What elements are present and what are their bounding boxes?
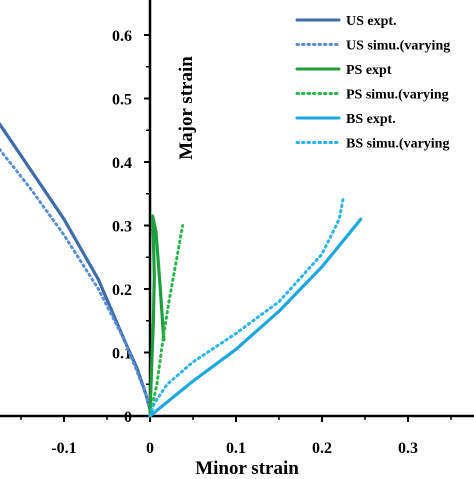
series-layer — [0, 122, 363, 418]
x-tick-label: 0.1 — [226, 440, 246, 457]
legend-label: BS expt. — [346, 112, 396, 127]
series-line-1 — [0, 147, 152, 412]
x-tick-label: 0.2 — [312, 440, 332, 457]
axes-layer: -0.1 0 0.1 0.2 0.300.10.20.30.40.50.6 — [0, 0, 474, 457]
legend-label: PS simu.(varying — [346, 88, 449, 103]
legend-label: PS expt — [346, 63, 392, 78]
y-tick-label: 0.4 — [112, 155, 132, 172]
legend: US expt. US simu.(varying PS expt PS simu.(… — [295, 14, 450, 152]
legend-label: US expt. — [346, 14, 397, 29]
x-tick-label: 0 — [146, 440, 154, 457]
series-line-3 — [148, 224, 185, 418]
y-tick-label: 0.3 — [112, 219, 132, 236]
series-line-2 — [148, 214, 166, 418]
y-tick-label: 0.2 — [112, 282, 132, 299]
y-tick-label: 0 — [124, 409, 132, 426]
y-tick-label: 0.5 — [112, 92, 132, 109]
y-tick-label: 0.6 — [112, 28, 132, 45]
legend-label: US simu.(varying — [346, 39, 450, 54]
series-line-5 — [148, 195, 345, 418]
legend-label: BS simu.(varying — [346, 137, 449, 152]
y-axis-title: Major strain — [176, 56, 197, 160]
series-line-4 — [148, 217, 363, 418]
x-tick-label: 0.3 — [398, 440, 418, 457]
x-axis-title: Minor strain — [195, 458, 299, 474]
x-tick-label: -0.1 — [51, 440, 76, 457]
